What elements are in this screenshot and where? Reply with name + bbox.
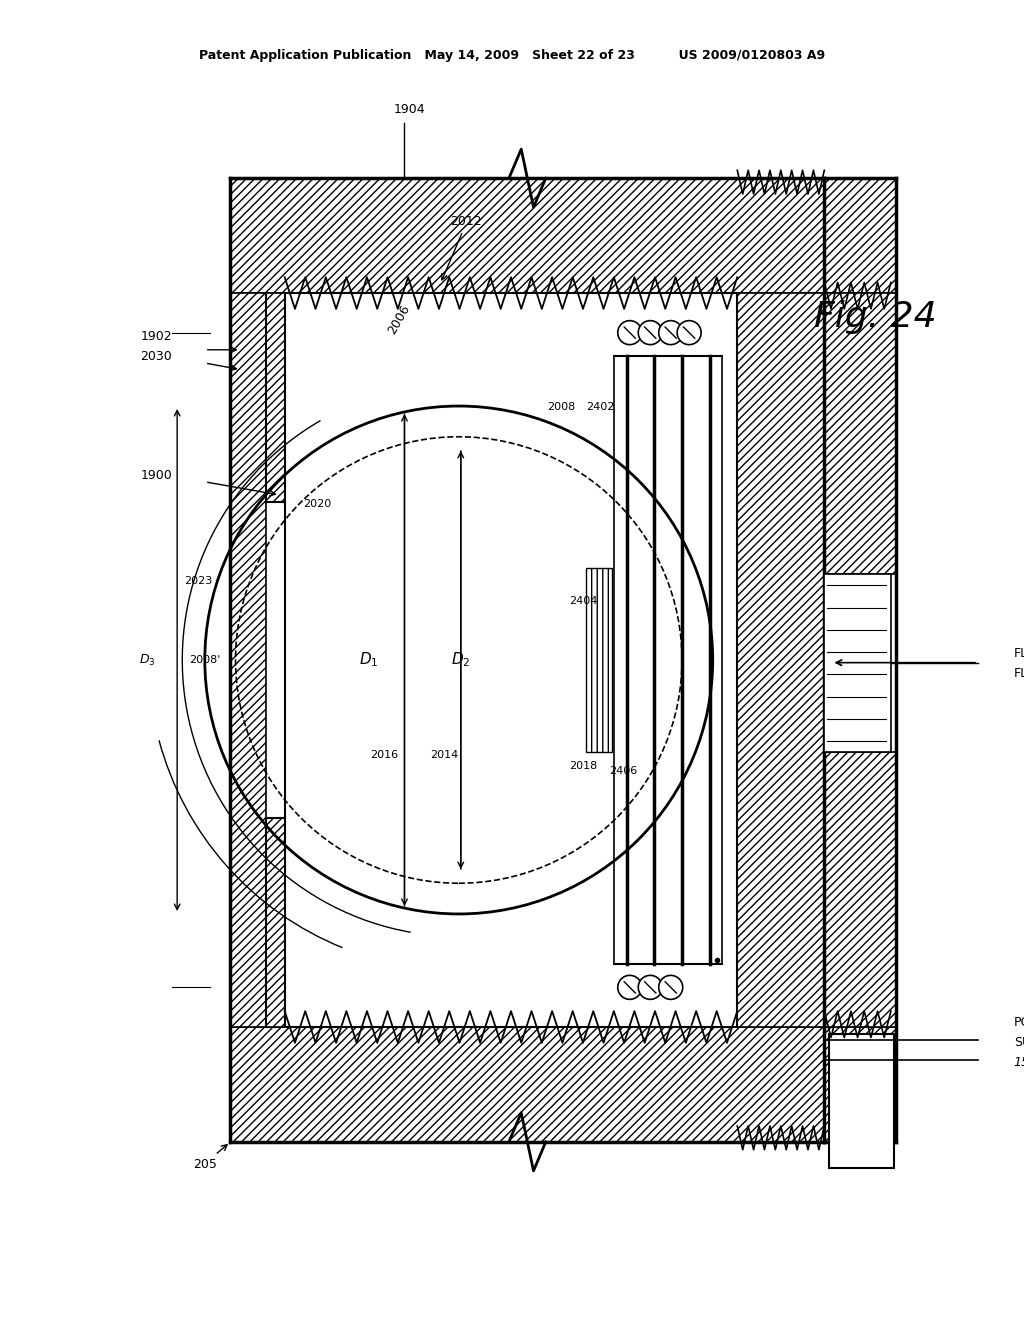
Bar [586, 568, 612, 752]
Bar [230, 1027, 824, 1142]
Text: 1900: 1900 [140, 469, 172, 482]
Text: $D_2$: $D_2$ [452, 651, 470, 669]
Text: 205: 205 [193, 1158, 217, 1171]
Bar [614, 356, 722, 964]
Bar [285, 293, 737, 1027]
Text: 2023: 2023 [184, 576, 213, 586]
Text: 150: 150 [1014, 1056, 1024, 1069]
Bar [266, 293, 285, 502]
Text: 2406: 2406 [609, 766, 638, 776]
Circle shape [617, 321, 642, 345]
Text: 2012: 2012 [451, 215, 481, 228]
Circle shape [677, 321, 701, 345]
Text: 2016: 2016 [370, 750, 398, 760]
Bar [829, 1034, 894, 1168]
Bar [824, 574, 891, 752]
Text: 2014: 2014 [430, 750, 459, 760]
Bar [266, 818, 285, 1027]
Text: FLUID: FLUID [1014, 647, 1024, 660]
Text: POWER: POWER [1014, 1016, 1024, 1030]
Bar [230, 178, 824, 293]
Bar [824, 752, 896, 1027]
Bar [737, 293, 824, 1027]
Text: 1904: 1904 [394, 103, 425, 116]
Bar [230, 293, 266, 1027]
Text: 2020: 2020 [303, 499, 332, 510]
Text: $D_1$: $D_1$ [358, 651, 379, 669]
Text: 2030: 2030 [140, 350, 172, 363]
Circle shape [658, 975, 683, 999]
Text: SUPPLY: SUPPLY [1014, 1036, 1024, 1049]
Text: Patent Application Publication   May 14, 2009   Sheet 22 of 23          US 2009/: Patent Application Publication May 14, 2… [199, 49, 825, 62]
Text: 2018: 2018 [569, 760, 598, 771]
Circle shape [617, 975, 642, 999]
Text: $D_3$: $D_3$ [139, 652, 156, 668]
Text: FLOW: FLOW [1014, 667, 1024, 680]
Circle shape [658, 321, 683, 345]
Text: 2404: 2404 [569, 595, 598, 606]
Text: 2008': 2008' [189, 655, 220, 665]
Text: 1902: 1902 [140, 330, 172, 343]
Text: Fig. 24: Fig. 24 [814, 300, 937, 334]
Bar [824, 1027, 896, 1142]
Circle shape [638, 321, 663, 345]
Bar [824, 293, 896, 574]
Text: 2006: 2006 [386, 302, 413, 337]
Text: 2402: 2402 [586, 401, 614, 412]
Bar [824, 178, 896, 293]
Text: 2008: 2008 [547, 401, 575, 412]
Circle shape [638, 975, 663, 999]
